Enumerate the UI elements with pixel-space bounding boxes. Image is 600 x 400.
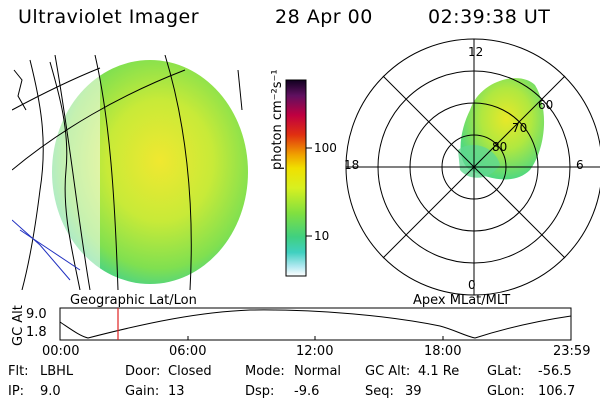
- mlt-18: 18: [344, 158, 360, 172]
- ip-value: 9.0: [40, 384, 61, 399]
- door-label: Door:: [125, 364, 161, 379]
- altitude-xtick-2359: 23:59: [553, 344, 591, 359]
- instrument-title: Ultraviolet Imager: [18, 6, 200, 28]
- gcalt-label: GC Alt:: [365, 364, 411, 379]
- polar-plot: [345, 38, 600, 296]
- colorbar: [285, 79, 307, 277]
- mlat-60: 60: [538, 98, 554, 112]
- colorbar-unit: photon cm⁻²s⁻¹: [270, 69, 285, 170]
- ip-label: IP:: [8, 384, 25, 399]
- flt-value: LBHL: [40, 364, 74, 379]
- altitude-xtick-1200: 12:00: [296, 344, 334, 359]
- date-label: 28 Apr 00: [275, 6, 373, 28]
- mlt-6: 6: [576, 158, 584, 172]
- time-label: 02:39:38 UT: [428, 6, 551, 28]
- glat-value: -56.5: [538, 364, 572, 379]
- mlt-12: 12: [468, 45, 484, 59]
- mode-label: Mode:: [245, 364, 285, 379]
- glon-value: 106.7: [538, 384, 576, 399]
- geo-caption: Geographic Lat/Lon: [70, 293, 197, 308]
- mlat-80: 80: [492, 140, 508, 154]
- dsp-label: Dsp:: [245, 384, 275, 399]
- gain-label: Gain:: [125, 384, 160, 399]
- gain-value: 13: [168, 384, 185, 399]
- altitude-ytick-1.8: 1.8: [26, 325, 47, 340]
- altitude-xtick-1800: 18:00: [424, 344, 462, 359]
- dsp-value: -9.6: [294, 384, 320, 399]
- mode-value: Normal: [294, 364, 342, 379]
- colorbar-tick-100: 100: [314, 141, 337, 155]
- colorbar-tick-10: 10: [314, 229, 330, 243]
- altitude-xtick-0000: 00:00: [42, 344, 80, 359]
- seq-label: Seq:: [365, 384, 394, 399]
- glat-label: GLat:: [487, 364, 522, 379]
- altitude-ylabel: GC Alt: [11, 305, 26, 346]
- gcalt-value: 4.1 Re: [418, 364, 460, 379]
- mlt-0: 0: [468, 278, 476, 292]
- altitude-xtick-0600: 06:00: [169, 344, 207, 359]
- geo-image: [12, 55, 248, 290]
- polar-caption: Apex MLat/MLT: [413, 293, 511, 308]
- altitude-plot: [59, 307, 572, 341]
- mlat-70: 70: [512, 121, 528, 135]
- flt-label: Flt:: [8, 364, 29, 379]
- door-value: Closed: [168, 364, 212, 379]
- altitude-ytick-9: 9.0: [26, 307, 47, 322]
- glon-label: GLon:: [487, 384, 525, 399]
- seq-value: 39: [405, 384, 422, 399]
